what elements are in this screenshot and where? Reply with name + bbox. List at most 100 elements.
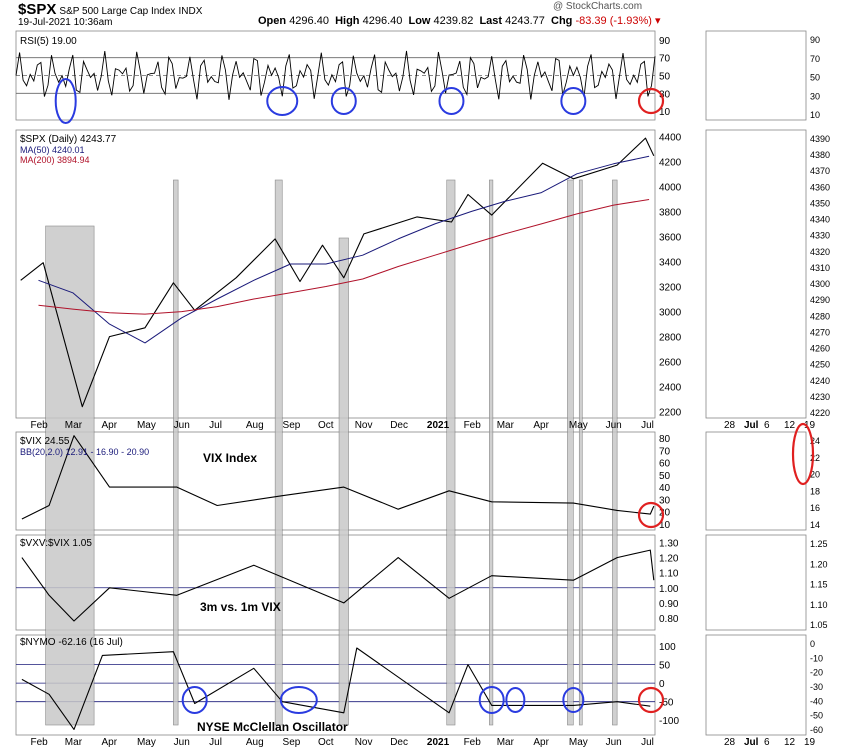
y-tick-label: 0.80 (659, 614, 679, 625)
zoom-y-tick-label: 50 (810, 73, 820, 83)
x-month-label: Aug (246, 737, 264, 748)
panel-title-vix: $VIX 24.55 (20, 436, 70, 447)
zoom-panel-frame-vix (705, 431, 807, 531)
zoom-y-tick-label: 4320 (810, 247, 830, 257)
vix-annotation: VIX Index (203, 451, 257, 465)
y-tick-label: 40 (659, 483, 671, 494)
zoom-y-tick-label: 4240 (810, 376, 830, 386)
zoom-y-tick-label: 20 (810, 470, 820, 480)
y-tick-label: 1.00 (659, 584, 679, 595)
highlight-band (567, 179, 574, 726)
x-month-label: Sep (283, 420, 301, 431)
open-value: 4296.40 (289, 15, 329, 27)
x-month-label: Jun (174, 420, 190, 431)
y-tick-label: 10 (659, 107, 671, 118)
panel-title-vxv_vix: $VXV:$VIX 1.05 (20, 538, 92, 549)
series-lines (15, 50, 656, 730)
zoom-panel-frame-nymo (705, 634, 807, 736)
y-tick-label: 10 (659, 520, 671, 531)
rsi-line (15, 50, 656, 100)
y-tick-label: 30 (659, 495, 671, 506)
zoom-y-tick-label: 4270 (810, 327, 830, 337)
x-month-label: Jun (174, 737, 190, 748)
current-signal-circle (637, 87, 665, 115)
highlight-band (338, 237, 349, 726)
chg-value: -83.39 (-1.93%) (575, 15, 652, 27)
panel-title-rsi: RSI(5) 19.00 (20, 36, 77, 47)
y-tick-label: 4400 (659, 132, 682, 143)
y-tick-label: 3800 (659, 207, 682, 218)
x-month-label: Apr (533, 420, 549, 431)
zoom-x-label: 28 (724, 420, 736, 431)
oversold-circle (505, 687, 526, 713)
zoom-y-tick-label: 90 (810, 35, 820, 45)
zoom-x-label: 19 (804, 420, 816, 431)
zoom-y-tick-label: 4350 (810, 198, 830, 208)
down-arrow-icon: ▾ (654, 15, 661, 27)
ma50-line (38, 155, 650, 344)
x-month-label: Feb (30, 737, 48, 748)
x-month-label: Nov (355, 420, 373, 431)
oversold-circle (54, 78, 77, 124)
x-month-label: Jul (641, 737, 654, 748)
y-tick-label: 30 (659, 89, 671, 100)
x-month-label: Jul (209, 420, 222, 431)
vxv-annotation: 3m vs. 1m VIX (200, 600, 281, 614)
zoom-y-tick-label: 4280 (810, 311, 830, 321)
x-month-label: Feb (464, 420, 482, 431)
panel-title-price: $SPX (Daily) 4243.77 (20, 134, 117, 145)
zoom-y-tick-label: -60 (810, 725, 823, 735)
zoom-y-tick-label: 4290 (810, 295, 830, 305)
zoom-y-tick-label: 4380 (810, 150, 830, 160)
chart-panels (15, 30, 807, 736)
zoom-vix-spike-circle (791, 422, 815, 486)
y-tick-label: 3400 (659, 257, 682, 268)
zoom-y-tick-label: -30 (810, 682, 823, 692)
x-month-label: Jul (209, 737, 222, 748)
axis-labels: 9070503010907050301044004200400038003600… (30, 35, 830, 748)
x-month-label: 2021 (427, 737, 450, 748)
zoom-y-tick-label: 1.20 (810, 559, 828, 569)
x-month-label: Mar (497, 737, 515, 748)
zoom-y-tick-label: -10 (810, 653, 823, 663)
y-tick-label: 2800 (659, 333, 682, 344)
low-label: Low (408, 15, 431, 27)
highlight-band (173, 179, 179, 726)
y-tick-label: 50 (659, 661, 671, 672)
zoom-y-tick-label: 70 (810, 54, 820, 64)
chg-label: Chg (551, 15, 573, 27)
panel-frame-rsi (15, 30, 656, 121)
x-month-label: May (137, 420, 156, 431)
zoom-y-tick-label: 4340 (810, 215, 830, 225)
highlight-band (612, 179, 618, 726)
annotations: RSI(5) 19.00 $SPX (Daily) 4243.77 $VIX 24.… (20, 36, 815, 734)
zoom-y-tick-label: 4360 (810, 182, 830, 192)
open-label: Open (258, 15, 287, 27)
x-month-label: Nov (355, 737, 373, 748)
x-month-label: Dec (390, 737, 408, 748)
zoom-x-label: 12 (784, 420, 796, 431)
x-month-label: Mar (65, 420, 83, 431)
zoom-y-tick-label: 1.25 (810, 539, 828, 549)
y-tick-label: 70 (659, 54, 671, 65)
nymo-annotation: NYSE McClellan Oscillator (197, 720, 348, 734)
zoom-panel-frame-price (705, 129, 807, 419)
x-month-label: Oct (318, 420, 334, 431)
zoom-y-tick-label: 4220 (810, 408, 830, 418)
highlight-band (45, 225, 95, 726)
zoom-y-tick-label: -40 (810, 696, 823, 706)
high-label: High (335, 15, 360, 27)
x-month-label: Mar (497, 420, 515, 431)
zoom-y-tick-label: 0 (810, 639, 815, 649)
zoom-x-label: Jul (744, 420, 759, 431)
zoom-y-tick-label: 24 (810, 436, 820, 446)
zoom-y-tick-label: 1.15 (810, 580, 828, 590)
y-tick-label: 4000 (659, 182, 682, 193)
panel-frame-nymo (15, 634, 656, 736)
y-tick-label: 4200 (659, 157, 682, 168)
legend-ma50: MA(50) 4240.01 (20, 145, 85, 155)
symbol: $SPX (18, 1, 57, 18)
y-tick-label: 2600 (659, 358, 682, 369)
zoom-y-tick-label: 4310 (810, 263, 830, 273)
legend-bb: BB(20,2.0) 12.91 - 16.90 - 20.90 (20, 447, 149, 457)
